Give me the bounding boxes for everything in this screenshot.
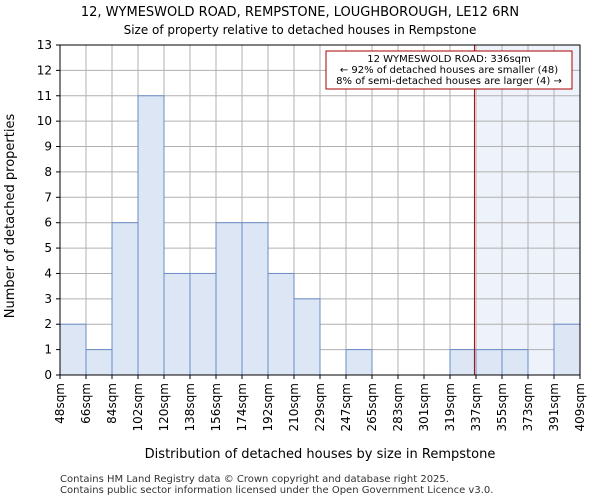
y-tick-label: 5: [44, 241, 52, 255]
x-tick-label: 247sqm: [339, 383, 353, 431]
x-tick-label: 409sqm: [573, 383, 587, 431]
annotation-frame: [325, 50, 573, 90]
x-axis-label: Distribution of detached houses by size …: [145, 447, 496, 462]
x-tick-label: 156sqm: [209, 383, 223, 431]
x-tick-label: 391sqm: [547, 383, 561, 431]
footer-line-2: Contains public sector information licen…: [60, 485, 493, 496]
y-tick-label: 13: [37, 38, 52, 52]
bar: [553, 323, 581, 376]
annotation-box: 12 WYMESWOLD ROAD: 336sqm ← 92% of detac…: [325, 50, 573, 90]
annotation-line-2: ← 92% of detached houses are smaller (48…: [340, 65, 558, 76]
bar: [163, 272, 191, 376]
bar: [85, 349, 113, 376]
annotation-line-3: 8% of semi-detached houses are larger (4…: [336, 76, 562, 87]
x-tick-label: 48sqm: [53, 383, 67, 424]
y-tick-label: 8: [44, 165, 52, 179]
y-tick-label: 0: [44, 368, 52, 382]
y-tick-label: 6: [44, 216, 52, 230]
x-tick-label: 373sqm: [521, 383, 535, 431]
y-tick-label: 9: [44, 140, 52, 154]
y-tick-label: 1: [44, 343, 52, 357]
bar: [449, 349, 477, 376]
x-tick-label: 337sqm: [469, 383, 483, 431]
bar: [137, 95, 165, 376]
bar: [111, 222, 139, 376]
bar: [215, 222, 243, 376]
bar: [267, 272, 295, 376]
x-tick-label: 192sqm: [261, 383, 275, 431]
bar: [59, 323, 87, 376]
bars: [59, 95, 581, 376]
x-tick-label: 301sqm: [417, 383, 431, 431]
y-tick-label: 4: [44, 266, 52, 280]
x-tick-label: 102sqm: [131, 383, 145, 431]
x-axis-ticks: 48sqm 66sqm 84sqm 102sqm 120sqm 138sqm 156sqm 1…: [53, 375, 587, 431]
x-tick-label: 174sqm: [235, 383, 249, 431]
x-tick-label: 138sqm: [183, 383, 197, 431]
y-tick-label: 12: [37, 63, 52, 77]
x-tick-label: 283sqm: [391, 383, 405, 431]
x-tick-label: 355sqm: [495, 383, 509, 431]
x-tick-label: 66sqm: [79, 383, 93, 424]
bar: [293, 298, 321, 376]
x-tick-label: 120sqm: [157, 383, 171, 431]
highlight-region: [474, 45, 580, 375]
bar: [501, 349, 529, 376]
plot-area: [59, 44, 581, 376]
y-tick-label: 2: [44, 317, 52, 331]
y-tick-label: 3: [44, 292, 52, 306]
y-tick-label: 10: [37, 114, 52, 128]
annotation-line-1: 12 WYMESWOLD ROAD: 336sqm: [367, 54, 531, 65]
x-tick-label: 319sqm: [443, 383, 457, 431]
x-tick-label: 265sqm: [365, 383, 379, 431]
y-axis-label: Number of detached properties: [3, 114, 18, 319]
y-tick-label: 7: [44, 190, 52, 204]
footer-line-1: Contains HM Land Registry data © Crown c…: [60, 474, 449, 485]
bar: [345, 349, 373, 376]
bar: [475, 349, 503, 376]
y-tick-label: 11: [37, 89, 52, 103]
bar: [241, 222, 269, 376]
x-tick-label: 210sqm: [287, 383, 301, 431]
chart-subtitle: Size of property relative to detached ho…: [124, 23, 477, 37]
x-tick-label: 229sqm: [313, 383, 327, 431]
x-tick-label: 84sqm: [105, 383, 119, 424]
bar: [189, 272, 217, 376]
chart-title: 12, WYMESWOLD ROAD, REMPSTONE, LOUGHBORO…: [81, 5, 519, 20]
